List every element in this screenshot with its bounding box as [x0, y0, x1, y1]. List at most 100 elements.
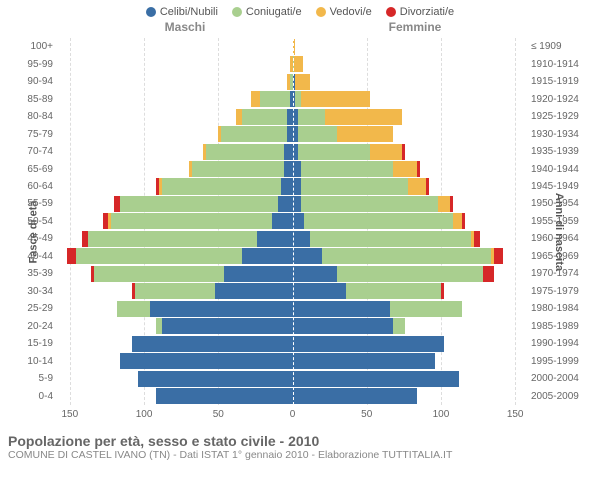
birth-label: 1970-1974 — [531, 265, 586, 282]
female-half — [293, 318, 531, 335]
bar-segment — [284, 144, 293, 160]
female-half — [293, 352, 531, 369]
female-half — [293, 248, 531, 265]
bar-segment — [293, 388, 418, 404]
birth-label: 1955-1959 — [531, 213, 586, 230]
bar-segment — [162, 178, 281, 194]
bar-segment — [426, 178, 429, 194]
male-half — [55, 195, 293, 212]
bar-segment — [301, 178, 408, 194]
age-label: 75-79 — [18, 125, 53, 142]
legend-item: Divorziati/e — [386, 6, 454, 18]
bar-segment — [120, 196, 277, 212]
bar-segment — [67, 248, 76, 264]
bar-segment — [337, 126, 393, 142]
bar-segment — [111, 213, 271, 229]
bar-segment — [370, 144, 403, 160]
age-label: 35-39 — [18, 265, 53, 282]
bar-segment — [322, 248, 491, 264]
age-label: 0-4 — [18, 387, 53, 404]
bar-segment — [294, 56, 303, 72]
female-half — [293, 55, 531, 72]
male-half — [55, 387, 293, 404]
legend-label: Vedovi/e — [330, 6, 372, 18]
age-label: 55-59 — [18, 195, 53, 212]
bar-segment — [293, 231, 311, 247]
bar-segment — [156, 388, 293, 404]
female-half — [293, 283, 531, 300]
x-tick-label: 50 — [361, 409, 372, 420]
bar-segment — [94, 266, 225, 282]
bar-segment — [462, 213, 465, 229]
age-label: 95-99 — [18, 55, 53, 72]
female-half — [293, 38, 531, 55]
bar-segment — [293, 301, 391, 317]
legend-label: Celibi/Nubili — [160, 6, 218, 18]
x-tick-label: 150 — [507, 409, 524, 420]
bar-segment — [293, 213, 305, 229]
bar-segment — [192, 161, 284, 177]
male-half — [55, 318, 293, 335]
bar-segment — [293, 353, 436, 369]
chart-subtitle: COMUNE DI CASTEL IVANO (TN) - Dati ISTAT… — [8, 449, 592, 461]
bar-segment — [337, 266, 482, 282]
bar-segment — [215, 283, 292, 299]
bar-segment — [221, 126, 286, 142]
birth-label: 1960-1964 — [531, 230, 586, 247]
bar-segment — [206, 144, 283, 160]
male-half — [55, 38, 293, 55]
birth-label: 1945-1949 — [531, 178, 586, 195]
bar-segment — [304, 213, 452, 229]
bar-segment — [474, 231, 480, 247]
female-half — [293, 230, 531, 247]
birth-label: 1990-1994 — [531, 335, 586, 352]
footer: Popolazione per età, sesso e stato civil… — [0, 429, 600, 461]
bar-segment — [251, 91, 260, 107]
age-label: 60-64 — [18, 178, 53, 195]
age-label: 10-14 — [18, 352, 53, 369]
bar-segment — [441, 283, 444, 299]
female-half — [293, 160, 531, 177]
birth-label: 1965-1969 — [531, 248, 586, 265]
female-half — [293, 73, 531, 90]
bar-segment — [408, 178, 426, 194]
bar-segment — [453, 213, 462, 229]
legend-label: Coniugati/e — [246, 6, 302, 18]
bar-segment — [293, 318, 394, 334]
birth-label: 1975-1979 — [531, 283, 586, 300]
legend-item: Celibi/Nubili — [146, 6, 218, 18]
bar-segment — [293, 371, 459, 387]
male-half — [55, 300, 293, 317]
legend-item: Vedovi/e — [316, 6, 372, 18]
legend-swatch — [232, 7, 242, 17]
bar-segment — [281, 178, 293, 194]
chart-title: Popolazione per età, sesso e stato civil… — [8, 433, 592, 449]
female-half — [293, 143, 531, 160]
bar-segment — [117, 301, 150, 317]
bar-segment — [393, 161, 417, 177]
bar-segment — [494, 248, 503, 264]
bar-segment — [301, 91, 369, 107]
male-half — [55, 213, 293, 230]
bar-segment — [293, 196, 302, 212]
bar-segment — [135, 283, 215, 299]
birth-label: ≤ 1909 — [531, 38, 586, 55]
bar-segment — [224, 266, 292, 282]
age-label: 70-74 — [18, 143, 53, 160]
age-label: 50-54 — [18, 213, 53, 230]
bar-segment — [293, 248, 323, 264]
y-left-labels: 100+95-9990-9485-8980-8475-7970-7465-696… — [18, 38, 53, 405]
female-half — [293, 370, 531, 387]
bar-segment — [120, 353, 292, 369]
y-right-labels: ≤ 19091910-19141915-19191920-19241925-19… — [531, 38, 586, 405]
male-half — [55, 178, 293, 195]
bar-segment — [257, 231, 293, 247]
age-label: 5-9 — [18, 370, 53, 387]
x-tick-label: 150 — [62, 409, 79, 420]
bar-segment — [272, 213, 293, 229]
x-tick-label: 0 — [290, 409, 296, 420]
bar-segment — [150, 301, 293, 317]
birth-label: 1980-1984 — [531, 300, 586, 317]
gender-labels: Maschi Femmine — [0, 20, 600, 34]
bar-segment — [293, 178, 302, 194]
